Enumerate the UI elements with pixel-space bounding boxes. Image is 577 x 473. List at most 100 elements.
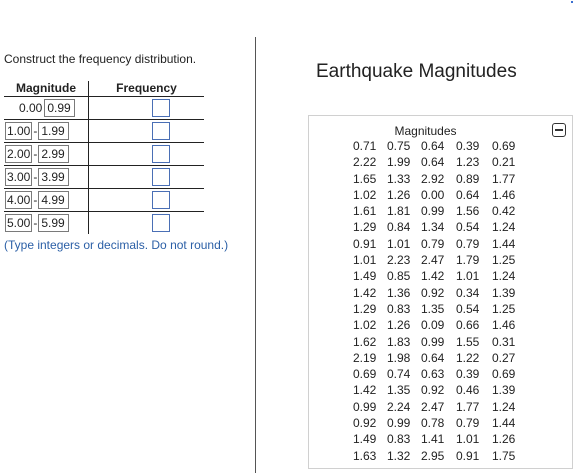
- class-upper-limit-input[interactable]: 5.99: [38, 214, 70, 232]
- input-instruction-note: (Type integers or decimals. Do not round…: [4, 238, 229, 252]
- data-value: 1.98: [387, 350, 411, 365]
- data-row: 1.65 1.33 2.92 0.89 1.77: [353, 171, 522, 187]
- data-row: 1.49 0.83 1.41 1.01 1.26: [353, 431, 522, 447]
- data-row: 0.69 0.74 0.63 0.39 0.69: [353, 366, 522, 382]
- data-value: 1.25: [492, 253, 516, 268]
- data-value: 1.83: [387, 334, 411, 349]
- data-value: 2.95: [421, 448, 445, 463]
- question-pane: Construct the frequency distribution. Ma…: [0, 0, 255, 473]
- data-value: 2.23: [387, 253, 411, 268]
- data-value: 1.26: [492, 432, 516, 447]
- copy-data-icon[interactable]: [552, 123, 566, 137]
- data-value: 1.46: [492, 187, 516, 202]
- data-row: 2.19 1.98 0.64 1.22 0.27: [353, 350, 522, 366]
- data-value: 1.79: [456, 253, 480, 268]
- data-value: 1.01: [387, 236, 411, 251]
- class-upper-limit-input[interactable]: 0.99: [44, 99, 76, 117]
- data-row: 1.29 0.84 1.34 0.54 1.24: [353, 219, 522, 235]
- data-value: 0.79: [456, 416, 480, 431]
- data-value: 1.49: [353, 432, 377, 447]
- frequency-input[interactable]: [152, 145, 170, 163]
- class-lower-limit-input[interactable]: 5.00: [5, 214, 33, 232]
- data-value: 1.41: [421, 432, 445, 447]
- data-value: 0.46: [456, 383, 480, 398]
- data-value: 2.19: [353, 350, 377, 365]
- class-upper-limit-input[interactable]: 1.99: [38, 122, 70, 140]
- data-value: 1.75: [492, 448, 516, 463]
- data-value: 1.35: [387, 383, 411, 398]
- data-value: 1.22: [456, 350, 480, 365]
- frequency-input[interactable]: [152, 99, 170, 117]
- data-row: 0.99 2.24 2.47 1.77 1.24: [353, 399, 522, 415]
- data-value: 1.42: [353, 285, 377, 300]
- data-row: 1.49 0.85 1.42 1.01 1.24: [353, 268, 522, 284]
- class-lower-limit-input[interactable]: 4.00: [5, 191, 33, 209]
- data-value: 0.83: [387, 432, 411, 447]
- frequency-table: Magnitude Frequency 0.00 0.99 1.00-1.99: [4, 81, 204, 234]
- data-row: 0.92 0.99 0.78 0.79 1.44: [353, 415, 522, 431]
- data-value: 2.22: [353, 155, 377, 170]
- class-lower-limit-input[interactable]: 1.00: [5, 122, 33, 140]
- table-row: 2.00-2.99: [4, 142, 204, 166]
- data-value: 0.79: [421, 236, 445, 251]
- range-dash: -: [33, 147, 38, 161]
- data-value: 0.99: [353, 399, 377, 414]
- data-value: 0.66: [456, 318, 480, 333]
- range-dash: -: [33, 193, 38, 207]
- data-value: 0.69: [353, 367, 377, 382]
- instruction-text: Construct the frequency distribution.: [4, 52, 197, 66]
- data-value: 0.39: [456, 367, 480, 382]
- data-value: 0.99: [421, 204, 445, 219]
- data-value: 0.09: [421, 318, 445, 333]
- class-lower-limit: 0.00: [19, 101, 43, 115]
- data-value: 0.64: [421, 350, 445, 365]
- data-value: 0.85: [387, 269, 411, 284]
- data-value: 1.36: [387, 285, 411, 300]
- data-row: 2.22 1.99 0.64 1.23 0.21: [353, 154, 522, 170]
- data-value: 0.63: [421, 367, 445, 382]
- frequency-input[interactable]: [152, 214, 170, 232]
- data-value: 1.25: [492, 301, 516, 316]
- data-value: 0.54: [456, 301, 480, 316]
- data-value: 1.02: [353, 187, 377, 202]
- range-dash: -: [33, 124, 38, 138]
- data-value: 1.46: [492, 318, 516, 333]
- data-value: 1.24: [492, 220, 516, 235]
- frequency-header: Frequency: [88, 81, 204, 97]
- data-value: 0.00: [421, 187, 445, 202]
- data-value: 1.65: [353, 171, 377, 186]
- data-value: 1.24: [492, 269, 516, 284]
- data-value: 0.89: [456, 171, 480, 186]
- pane-divider[interactable]: [255, 37, 256, 473]
- data-value: 1.99: [387, 155, 411, 170]
- data-value: 0.83: [387, 301, 411, 316]
- data-value: 1.77: [456, 399, 480, 414]
- data-value: 1.29: [353, 220, 377, 235]
- data-row: 0.91 1.01 0.79 0.79 1.44: [353, 236, 522, 252]
- class-lower-limit-input[interactable]: 3.00: [5, 168, 33, 186]
- data-value: 1.29: [353, 301, 377, 316]
- frequency-input[interactable]: [152, 122, 170, 140]
- data-value: 1.32: [387, 448, 411, 463]
- frequency-input[interactable]: [152, 191, 170, 209]
- data-value: 0.92: [353, 416, 377, 431]
- data-value: 0.27: [492, 350, 516, 365]
- class-upper-limit-input[interactable]: 4.99: [38, 191, 70, 209]
- data-value: 0.39: [456, 139, 480, 153]
- data-value: 2.92: [421, 171, 445, 186]
- data-value: 0.92: [421, 285, 445, 300]
- data-value: 0.71: [353, 139, 377, 153]
- data-row: 1.29 0.83 1.35 0.54 1.25: [353, 301, 522, 317]
- data-row: 1.42 1.36 0.92 0.34 1.39: [353, 285, 522, 301]
- data-value: 1.26: [387, 187, 411, 202]
- data-value: 1.01: [353, 253, 377, 268]
- data-value: 0.78: [421, 416, 445, 431]
- data-row: 1.63 1.32 2.95 0.91 1.75: [353, 448, 522, 464]
- data-value: 0.69: [492, 139, 516, 153]
- data-value: 1.62: [353, 334, 377, 349]
- class-upper-limit-input[interactable]: 2.99: [38, 145, 70, 163]
- class-upper-limit-input[interactable]: 3.99: [38, 168, 70, 186]
- data-row: 1.02 1.26 0.00 0.64 1.46: [353, 187, 522, 203]
- class-lower-limit-input[interactable]: 2.00: [5, 145, 33, 163]
- frequency-input[interactable]: [152, 168, 170, 186]
